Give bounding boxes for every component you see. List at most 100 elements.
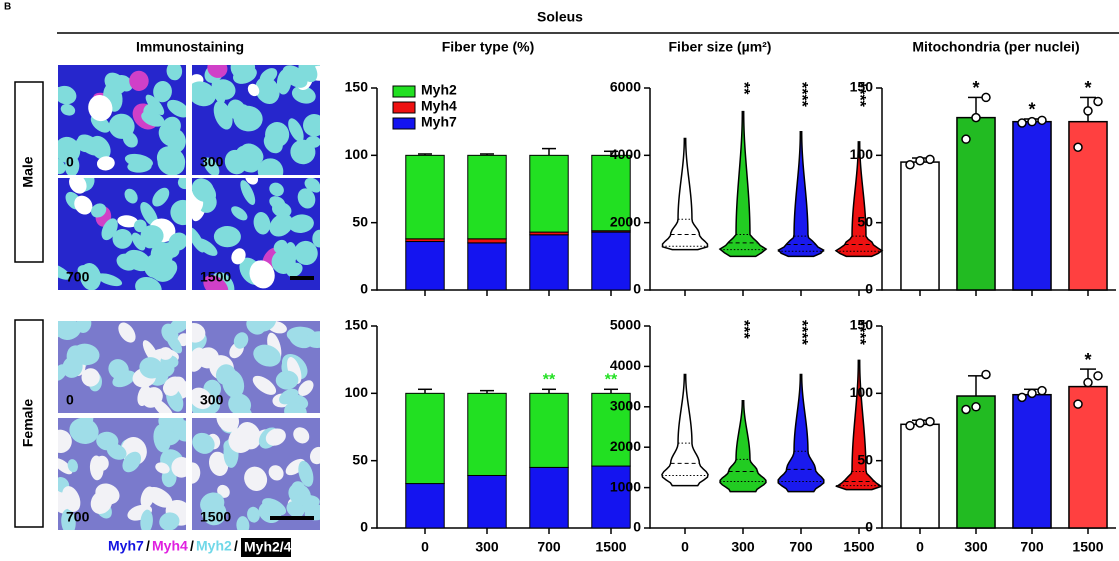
stain-fiber bbox=[71, 343, 100, 366]
y-tick-label: 0 bbox=[633, 519, 641, 535]
stain-fiber bbox=[286, 501, 305, 518]
y-tick-label: 100 bbox=[345, 384, 369, 400]
significance: **** bbox=[793, 82, 810, 108]
bar-segment bbox=[591, 392, 631, 467]
stain-fiber bbox=[91, 203, 107, 218]
y-tick-label: 150 bbox=[850, 79, 874, 95]
stain-fiber bbox=[288, 118, 304, 142]
stain-fiber bbox=[140, 486, 155, 509]
y-tick-label: 50 bbox=[857, 213, 873, 229]
y-tick-label: 4000 bbox=[610, 146, 641, 162]
data-point bbox=[1093, 371, 1103, 381]
x-tick-label: 0 bbox=[681, 539, 689, 555]
stain-fiber bbox=[117, 215, 139, 228]
stain-fiber bbox=[69, 178, 87, 194]
stain-fiber bbox=[213, 225, 241, 248]
stain-fiber bbox=[273, 239, 288, 254]
stain-fiber bbox=[228, 393, 252, 413]
stain-fiber bbox=[302, 499, 318, 515]
data-point bbox=[915, 418, 925, 428]
stain-fiber bbox=[298, 460, 314, 487]
stain-fiber bbox=[58, 458, 73, 475]
stain-fiber bbox=[62, 486, 81, 512]
image-label: 700 bbox=[66, 269, 90, 285]
stain-fiber bbox=[177, 178, 186, 190]
violin bbox=[661, 373, 709, 487]
bar bbox=[900, 161, 940, 291]
x-tick-label: 1500 bbox=[1072, 539, 1103, 555]
stain-fiber bbox=[303, 113, 320, 137]
stain-fiber bbox=[192, 462, 201, 484]
data-point bbox=[961, 134, 971, 144]
stain-legend: Myh4 bbox=[152, 538, 188, 554]
data-point bbox=[961, 404, 971, 415]
stain-fiber bbox=[231, 206, 248, 221]
stain-fiber bbox=[69, 418, 99, 444]
bar bbox=[1068, 120, 1108, 291]
stain-fiber bbox=[216, 418, 240, 433]
stain-legend: / bbox=[190, 538, 194, 554]
data-point bbox=[1037, 115, 1047, 126]
stain-fiber bbox=[79, 418, 94, 428]
stain-fiber bbox=[291, 85, 316, 104]
stain-fiber bbox=[177, 333, 186, 347]
stain-fiber bbox=[139, 357, 163, 379]
stain-fiber bbox=[247, 83, 260, 97]
stain-fiber bbox=[58, 136, 81, 164]
data-point bbox=[971, 402, 981, 412]
stain-fiber bbox=[276, 69, 292, 95]
bar-segment bbox=[467, 238, 507, 244]
stain-legend: / bbox=[146, 538, 150, 554]
violin bbox=[834, 141, 884, 258]
stain-legend-bg bbox=[241, 538, 291, 557]
significance: * bbox=[1084, 350, 1091, 370]
y-tick-label: 0 bbox=[865, 519, 873, 535]
stain-fiber bbox=[247, 506, 260, 523]
stain-fiber bbox=[192, 227, 205, 253]
bar-segment bbox=[591, 154, 631, 232]
stain-fiber bbox=[124, 249, 152, 272]
data-point bbox=[1093, 96, 1103, 107]
stain-fiber bbox=[155, 462, 170, 474]
legend-swatch bbox=[392, 85, 416, 98]
stain-fiber bbox=[233, 105, 263, 132]
stain-fiber bbox=[192, 322, 206, 343]
bar bbox=[1012, 393, 1052, 529]
bar-segment bbox=[405, 483, 445, 529]
stain-fiber bbox=[207, 65, 228, 78]
significance: * bbox=[1084, 78, 1091, 98]
significance: **** bbox=[851, 320, 868, 346]
stain-fiber bbox=[196, 347, 219, 369]
legend-swatch bbox=[392, 101, 416, 114]
y-tick-label: 3000 bbox=[610, 398, 641, 414]
bar-segment bbox=[405, 392, 445, 485]
image-label: 700 bbox=[66, 509, 90, 525]
x-tick-label: 1500 bbox=[595, 539, 626, 555]
stain-fiber bbox=[215, 364, 236, 385]
data-point bbox=[1027, 116, 1037, 127]
y-tick-label: 0 bbox=[360, 519, 368, 535]
significance: ** bbox=[543, 372, 556, 389]
stain-fiber bbox=[284, 402, 307, 413]
y-tick-label: 50 bbox=[352, 213, 368, 229]
stain-fiber bbox=[246, 321, 266, 335]
bar-segment bbox=[405, 154, 445, 240]
panel-label: B bbox=[4, 2, 11, 13]
stain-fiber bbox=[58, 87, 66, 98]
stain-fiber bbox=[167, 99, 186, 118]
legend-label: Myh7 bbox=[421, 114, 457, 130]
data-point bbox=[1073, 142, 1083, 153]
stain-fiber bbox=[79, 263, 102, 290]
stain-fiber bbox=[275, 370, 299, 390]
row-label: Male bbox=[20, 156, 36, 187]
stain-fiber bbox=[173, 419, 186, 442]
column-header: Immunostaining bbox=[136, 39, 244, 55]
legend-swatch bbox=[392, 117, 416, 130]
data-point bbox=[1017, 118, 1027, 128]
stain-fiber bbox=[263, 133, 283, 154]
stain-fiber bbox=[171, 456, 186, 478]
y-tick-label: 0 bbox=[865, 281, 873, 297]
bar bbox=[956, 116, 996, 291]
stain-legend: Myh2 bbox=[196, 538, 232, 554]
image-label: 300 bbox=[200, 392, 224, 408]
